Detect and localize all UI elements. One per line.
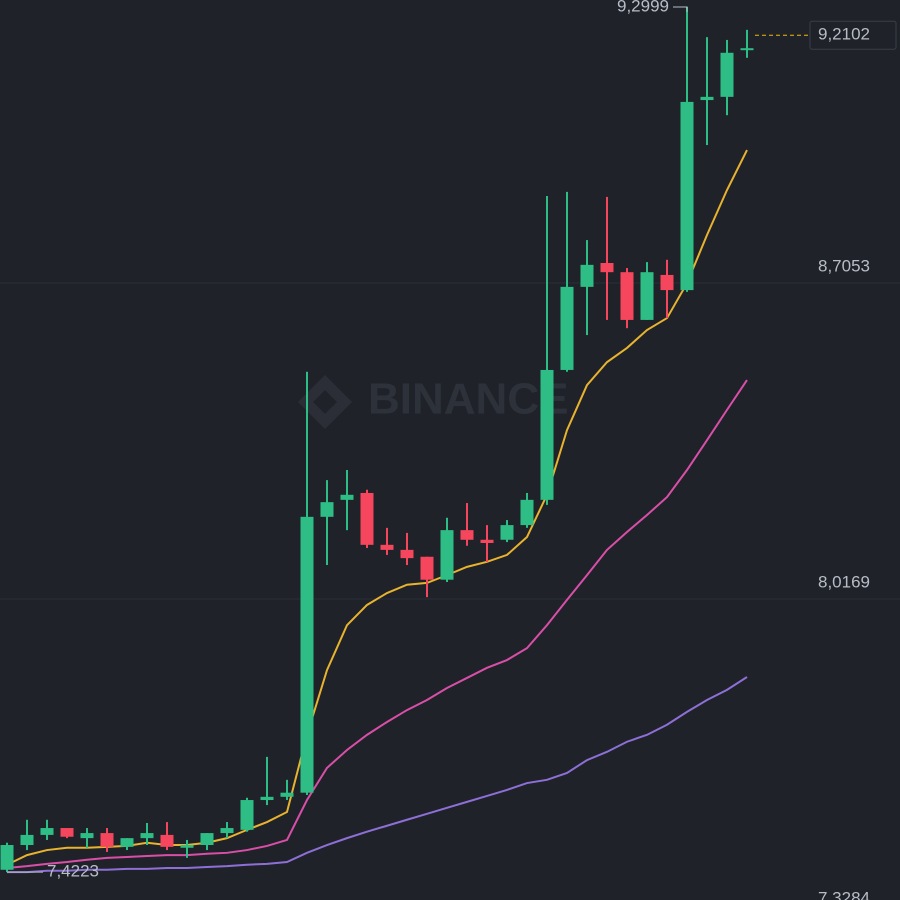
candle <box>660 259 674 319</box>
candle-body <box>120 838 134 847</box>
candle-body <box>580 264 594 287</box>
watermark: BINANCE <box>368 375 568 424</box>
ma-line <box>7 676 748 874</box>
candle <box>520 492 534 528</box>
watermark-logo <box>298 375 352 429</box>
candle-body <box>220 828 234 834</box>
candle-body <box>140 833 154 839</box>
candle-body <box>240 800 254 830</box>
candle <box>380 527 394 555</box>
ma-line <box>6 379 748 869</box>
candle-body <box>100 833 114 847</box>
candle-body <box>60 828 74 837</box>
candle <box>580 240 594 336</box>
candle <box>500 520 514 543</box>
high-label: 9,2999 <box>617 0 669 15</box>
candle <box>100 828 114 852</box>
candle-body <box>720 52 734 97</box>
low-label: 7,4223 <box>47 862 99 881</box>
candle <box>140 822 154 846</box>
high-leader <box>673 6 688 12</box>
candle <box>620 268 634 329</box>
last-price-label: 9,2102 <box>818 25 870 44</box>
candle <box>640 262 654 320</box>
candle-body <box>440 530 454 580</box>
candle <box>700 37 714 146</box>
candle-body <box>400 549 414 559</box>
candle <box>360 489 374 549</box>
candle <box>460 503 474 546</box>
candle <box>440 517 454 583</box>
candle-body <box>520 499 534 526</box>
candle <box>180 839 194 858</box>
candle <box>160 822 174 851</box>
candle-body <box>640 272 654 320</box>
candle <box>540 195 554 505</box>
candle-body <box>480 539 494 543</box>
candle-body <box>280 792 294 797</box>
candle <box>300 371 314 795</box>
candle-body <box>300 516 314 793</box>
candle-body <box>540 369 554 500</box>
candle-body <box>740 48 754 51</box>
candle-body <box>200 833 214 846</box>
candle <box>600 196 614 320</box>
candle-body <box>560 286 574 370</box>
candle <box>320 480 334 566</box>
candle-body <box>420 556 434 580</box>
candle <box>20 819 34 851</box>
candle <box>280 779 294 801</box>
candle-body <box>600 263 614 273</box>
y-tick-label: 8,7053 <box>818 256 870 275</box>
candle <box>0 842 14 873</box>
candle-body <box>360 492 374 545</box>
candle <box>680 6 694 292</box>
candle <box>260 756 274 806</box>
candle <box>400 532 414 566</box>
candle-body <box>0 845 14 870</box>
candle <box>220 822 234 839</box>
y-tick-label: 7,3284 <box>818 888 870 900</box>
candle-body <box>680 101 694 291</box>
candle-body <box>20 834 34 846</box>
candle <box>720 39 734 116</box>
last-price-box <box>809 20 897 50</box>
logo-icon <box>298 375 352 429</box>
candle <box>480 525 494 562</box>
candle-body <box>620 272 634 320</box>
candle <box>340 470 354 531</box>
candle-body <box>180 845 194 848</box>
candle-body <box>40 828 54 835</box>
candle-body <box>80 833 94 839</box>
candle-body <box>660 274 674 291</box>
candle-body <box>160 834 174 847</box>
candle <box>560 191 574 372</box>
y-tick-label: 8,0169 <box>818 572 870 591</box>
candle-body <box>320 502 334 517</box>
candle <box>80 828 94 848</box>
candle <box>240 797 254 832</box>
candle-body <box>340 494 354 500</box>
candle <box>740 29 754 58</box>
candle-body <box>700 96 714 101</box>
candle-body <box>500 525 514 540</box>
candle <box>200 833 214 851</box>
candle-body <box>260 796 274 801</box>
candle-body <box>380 544 394 550</box>
candle <box>420 556 434 598</box>
candle <box>40 819 54 840</box>
candle-body <box>460 530 474 540</box>
candle <box>120 838 134 851</box>
candle <box>60 828 74 839</box>
